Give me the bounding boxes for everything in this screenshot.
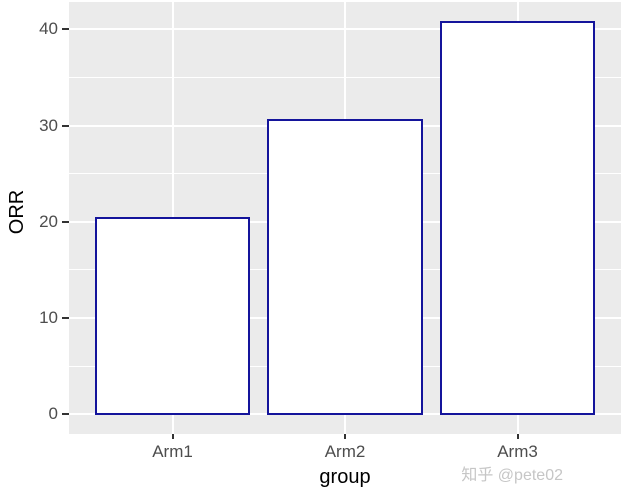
y-tick-label: 10 (39, 308, 58, 328)
y-tick-mark (62, 28, 69, 31)
bar-arm1 (94, 217, 251, 416)
x-tick-mark (344, 434, 346, 439)
y-tick-mark (62, 124, 69, 127)
y-tick-mark (62, 317, 69, 320)
x-tick-label: Arm3 (497, 442, 538, 461)
y-tick-label: 40 (39, 19, 58, 39)
x-tick-mark (516, 434, 519, 439)
x-tick-label: Arm2 (324, 442, 366, 461)
x-tick-label: Arm1 (152, 442, 193, 461)
bar-arm2 (267, 118, 423, 416)
bar-arm3 (439, 20, 596, 416)
y-tick-label: 30 (39, 115, 58, 135)
y-tick-mark (62, 413, 69, 416)
y-axis-title: ORR (6, 189, 28, 235)
y-tick-label: 0 (48, 404, 58, 424)
watermark: 知乎 @pete02 (461, 467, 563, 484)
y-tick-label: 20 (39, 211, 58, 231)
y-tick-mark (62, 220, 69, 223)
x-axis-title: group (319, 466, 371, 488)
x-tick-mark (171, 434, 174, 439)
